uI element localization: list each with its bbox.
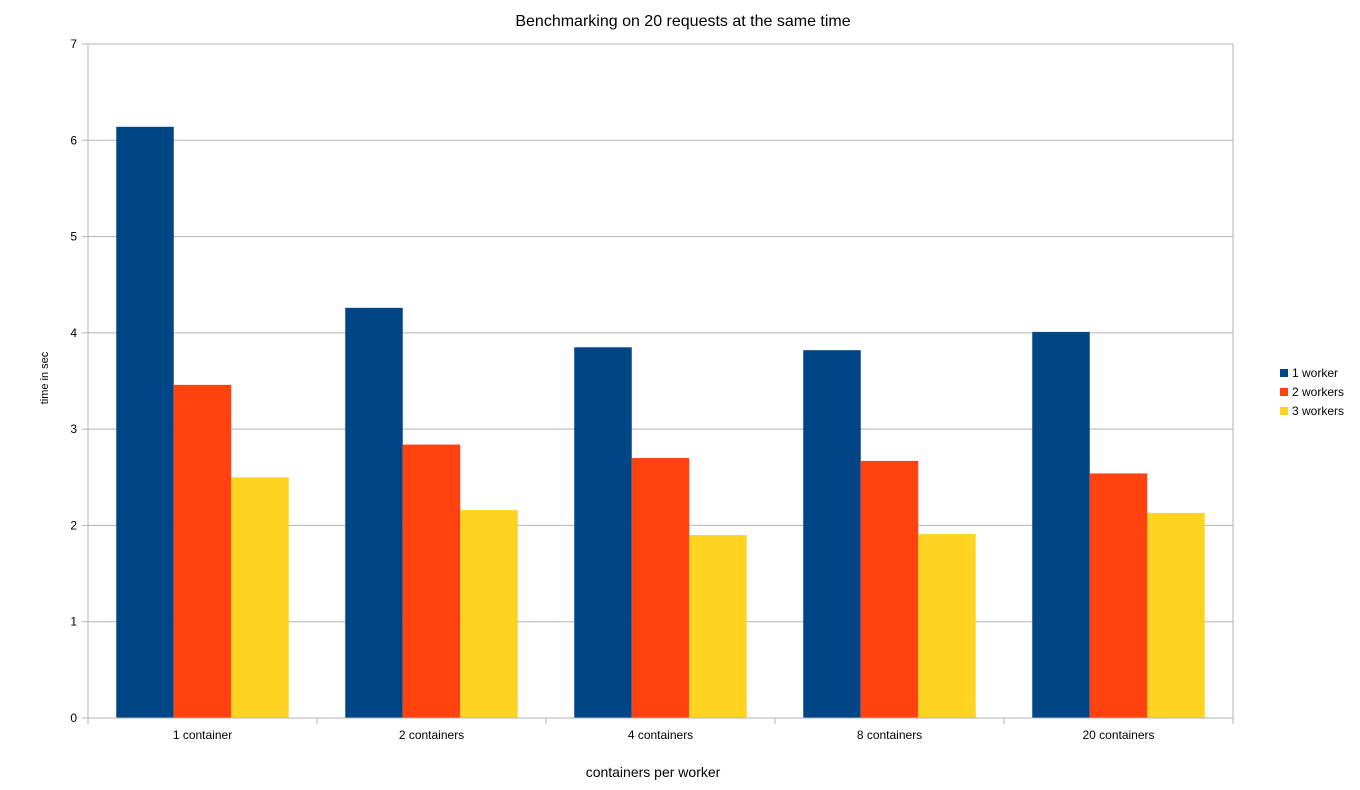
bar [402,444,461,718]
bar [1147,512,1205,718]
bars [116,126,1205,718]
legend: 1 worker 2 workers 3 workers [1280,366,1344,418]
y-tick-label: 3 [70,422,77,436]
legend-swatch [1280,369,1288,377]
bar [860,460,919,718]
y-tick-label: 5 [70,230,77,244]
y-tick-label: 1 [70,615,77,629]
x-tick-label: 1 container [173,728,232,742]
x-tick-label: 8 containers [857,728,922,742]
legend-label: 2 workers [1292,385,1344,399]
bar [689,535,747,718]
bar [116,126,174,718]
bar [173,384,232,718]
legend-swatch [1280,407,1288,415]
bar [231,477,289,718]
y-tick-label: 4 [70,326,77,340]
legend-label: 1 worker [1292,366,1338,380]
legend-label: 3 workers [1292,404,1344,418]
bar [1089,473,1148,718]
x-axis-title: containers per worker [586,764,721,780]
bar [918,534,976,718]
y-tick-label: 0 [70,711,77,725]
axes [82,43,1234,724]
legend-swatch [1280,388,1288,396]
chart-title: Benchmarking on 20 requests at the same … [515,13,850,30]
bar [574,347,632,718]
x-tick-label: 2 containers [399,728,464,742]
y-tick-label: 7 [70,37,77,51]
bar [1032,331,1090,718]
bar [460,510,518,718]
y-axis-title: time in sec [39,351,51,404]
bar [345,307,403,718]
x-tick-label: 20 containers [1082,728,1154,742]
y-tick-label: 6 [70,133,77,147]
tick-labels: 0 1 2 3 4 5 6 7 1 container 2 containers 4 contain… [70,37,1154,742]
bar [803,350,861,718]
y-tick-label: 2 [70,518,77,532]
bar [631,458,690,718]
x-tick-label: 4 containers [628,728,693,742]
